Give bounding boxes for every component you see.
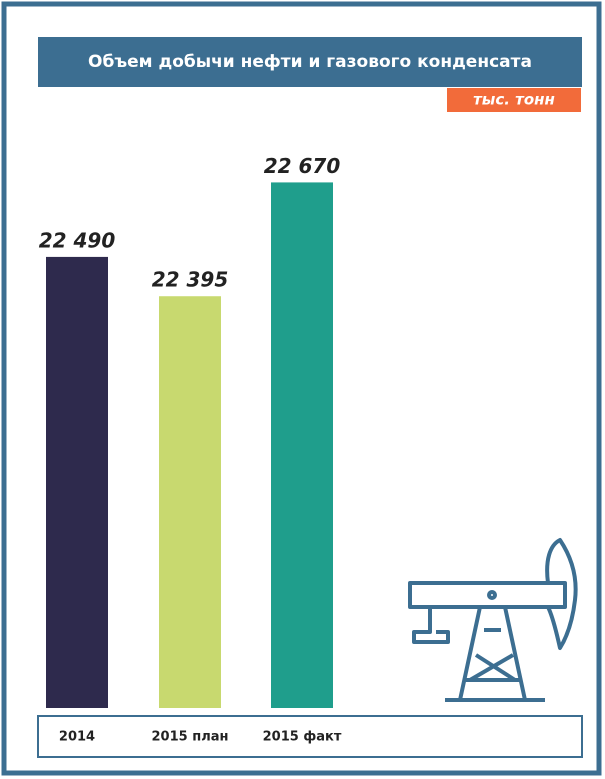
oil-pump-icon — [408, 538, 578, 702]
bar — [271, 182, 333, 708]
x-tick-label: 2015 факт — [263, 730, 342, 745]
unit-box — [447, 88, 581, 112]
title-banner — [38, 37, 582, 87]
chart-title: Объем добычи нефти и газового конденсата — [88, 52, 532, 72]
value-label: 22 670 — [264, 154, 341, 178]
category-box — [37, 715, 583, 758]
bar — [46, 256, 108, 708]
bar — [159, 296, 221, 708]
value-label: 22 490 — [39, 228, 116, 252]
x-tick-label: 2014 — [59, 730, 95, 745]
unit-label: тыс. тонн — [473, 91, 555, 109]
value-label: 22 395 — [152, 268, 229, 292]
x-tick-label: 2015 план — [152, 730, 229, 745]
